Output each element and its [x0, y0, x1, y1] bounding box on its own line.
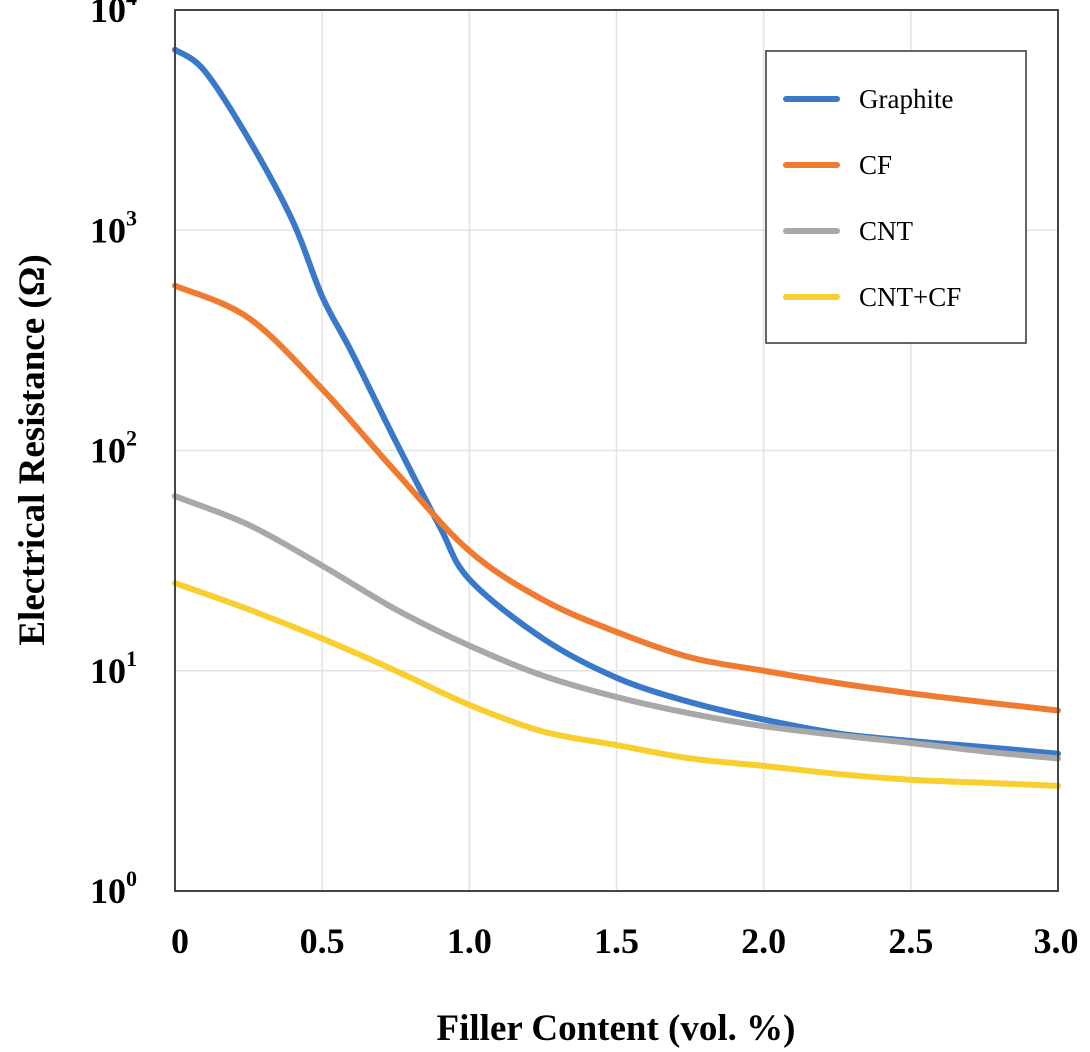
y-axis-label: Electrical Resistance (Ω)	[12, 254, 53, 645]
y-tick-label: 104	[90, 0, 137, 30]
legend-label: CNT+CF	[859, 282, 961, 312]
x-tick-label: 2.5	[888, 921, 933, 961]
series-line-cnt-cf	[172, 580, 1061, 789]
y-tick-label: 100	[90, 866, 137, 911]
y-tick-labels: 100 101 102 103 104	[90, 0, 137, 911]
x-tick-label: 1.0	[447, 921, 492, 961]
y-tick-label: 103	[90, 205, 137, 250]
x-axis-label: Filler Content (vol. %)	[437, 1008, 796, 1049]
series-lines	[172, 46, 1061, 789]
x-tick-label: 3.0	[1034, 921, 1079, 961]
plot-frame	[174, 9, 1059, 892]
legend-label: CF	[859, 150, 892, 180]
x-tick-label: 2.0	[741, 921, 786, 961]
legend: Graphite CF CNT CNT+CF	[765, 50, 1027, 344]
series-line-cnt	[172, 493, 1061, 762]
y-tick-label: 102	[90, 426, 137, 471]
y-tick-label: 101	[90, 646, 137, 691]
x-tick-label: 1.5	[594, 921, 639, 961]
legend-label: Graphite	[859, 84, 953, 114]
x-tick-label: 0.5	[300, 921, 345, 961]
legend-label: CNT	[859, 216, 914, 246]
x-tick-labels: 0 0.5 1.0 1.5 2.0 2.5 3.0	[171, 921, 1079, 961]
series-line-cf	[172, 282, 1061, 714]
x-tick-label: 0	[171, 921, 189, 961]
